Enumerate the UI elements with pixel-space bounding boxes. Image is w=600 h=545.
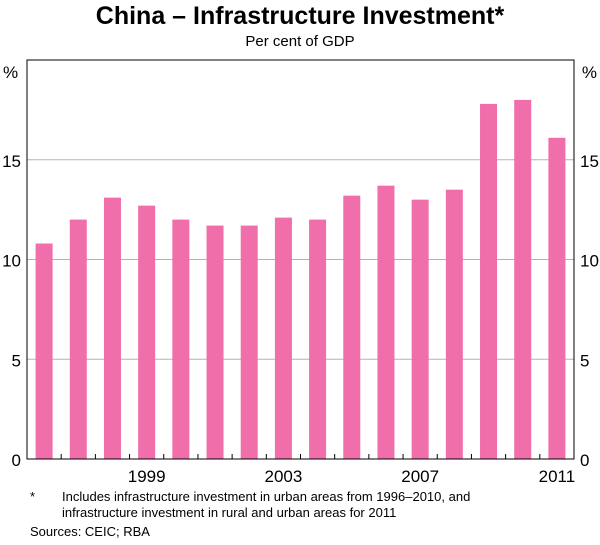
bar-2000 xyxy=(172,219,190,459)
chart-subtitle: Per cent of GDP xyxy=(245,33,355,50)
bar-1999 xyxy=(138,205,156,459)
footnote-marker: * xyxy=(30,489,36,504)
y-tick-label-right: 15 xyxy=(580,152,599,171)
y-tick-label-left: 0 xyxy=(12,451,21,470)
sources-note: Sources: CEIC; RBA xyxy=(30,524,150,539)
y-tick-label-right: 5 xyxy=(580,351,589,370)
x-tick-label-2003: 2003 xyxy=(264,467,302,486)
y-tick-label-right: 0 xyxy=(580,451,589,470)
bar-2003 xyxy=(274,217,292,459)
chart-title: China – Infrastructure Investment* xyxy=(95,2,505,30)
bar-2009 xyxy=(480,103,498,459)
bar-1996 xyxy=(35,243,53,459)
y-axis-unit-right: % xyxy=(582,63,597,82)
bar-2007 xyxy=(411,199,429,459)
y-tick-label-right: 10 xyxy=(580,252,599,271)
x-tick-label-2007: 2007 xyxy=(401,467,439,486)
y-tick-label-left: 5 xyxy=(12,351,21,370)
bar-1997 xyxy=(69,219,87,459)
bar-2011 xyxy=(548,137,566,459)
bar-2008 xyxy=(445,189,463,460)
x-tick-label-2011: 2011 xyxy=(539,467,576,486)
y-axis-unit-left: % xyxy=(3,63,18,82)
x-tick-label-1999: 1999 xyxy=(128,467,166,486)
y-tick-label-left: 15 xyxy=(2,152,21,171)
footnote-line-1: Includes infrastructure investment in ur… xyxy=(62,489,471,504)
footnote-line-2: infrastructure investment in rural and u… xyxy=(62,505,397,520)
bar-1998 xyxy=(103,197,121,459)
bar-2006 xyxy=(377,185,395,459)
bar-2004 xyxy=(309,219,327,459)
bar-2002 xyxy=(240,225,258,459)
bar-2001 xyxy=(206,225,224,459)
y-tick-label-left: 10 xyxy=(2,252,21,271)
bar-2010 xyxy=(514,99,532,460)
bar-2005 xyxy=(343,195,361,459)
